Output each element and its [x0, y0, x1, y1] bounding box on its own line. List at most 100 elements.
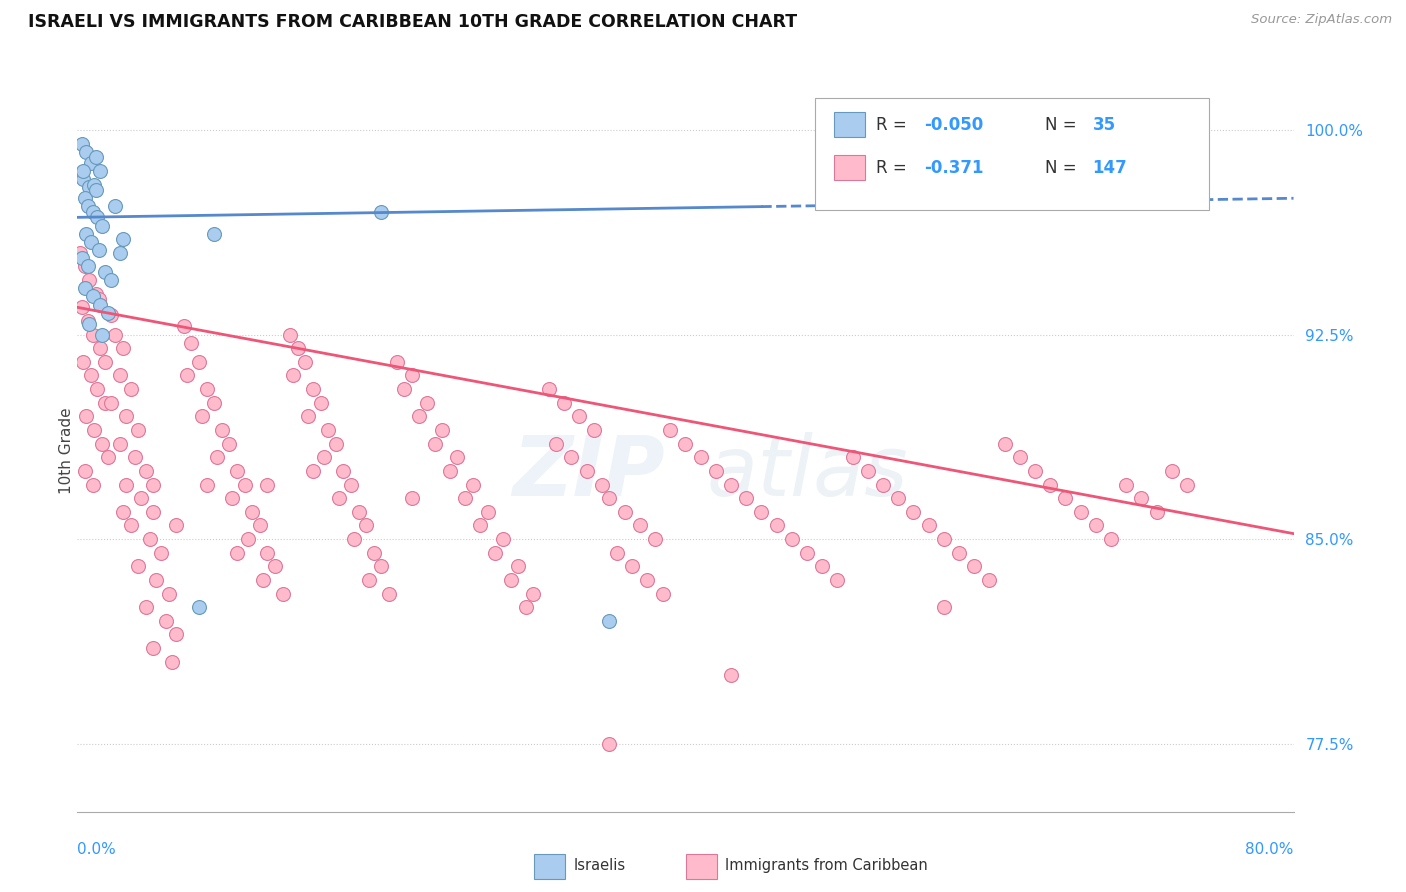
Text: R =: R = [876, 116, 912, 134]
Point [271, 586, 294, 600]
Point [651, 586, 673, 600]
Point [93, 355, 115, 369]
Point [401, 368, 423, 383]
Point [86, 211, 108, 225]
Point [918, 518, 941, 533]
Point [621, 559, 644, 574]
Point [173, 319, 195, 334]
Point [1130, 491, 1153, 505]
Point [347, 505, 370, 519]
Point [72, 164, 94, 178]
Point [108, 245, 131, 260]
Point [111, 505, 134, 519]
Point [392, 382, 415, 396]
Point [872, 477, 894, 491]
Point [79, 317, 101, 331]
Point [124, 450, 146, 465]
Point [553, 396, 575, 410]
Point [979, 573, 1001, 587]
Point [100, 309, 122, 323]
Point [72, 172, 94, 186]
Point [1115, 477, 1137, 491]
Point [202, 396, 225, 410]
Point [887, 491, 910, 505]
Point [628, 518, 651, 533]
Point [77, 199, 100, 213]
Point [97, 306, 120, 320]
Point [537, 382, 560, 396]
Point [363, 546, 385, 560]
Point [188, 600, 211, 615]
Text: 35: 35 [1092, 116, 1115, 134]
Point [948, 546, 970, 560]
Point [79, 180, 101, 194]
Point [249, 518, 271, 533]
Point [211, 423, 233, 437]
Point [354, 518, 377, 533]
Point [108, 436, 131, 450]
Point [100, 396, 122, 410]
Point [93, 265, 115, 279]
Point [278, 327, 301, 342]
Point [515, 600, 537, 615]
Point [470, 518, 492, 533]
Point [508, 559, 530, 574]
Point [97, 450, 120, 465]
Point [264, 559, 287, 574]
Point [83, 423, 105, 437]
Point [90, 219, 112, 233]
Point [157, 586, 180, 600]
Point [294, 355, 316, 369]
Point [583, 423, 606, 437]
Text: N =: N = [1045, 159, 1081, 177]
Point [932, 532, 955, 546]
Point [87, 292, 110, 306]
Point [115, 477, 138, 491]
Point [1008, 450, 1031, 465]
Point [120, 518, 142, 533]
Point [226, 546, 249, 560]
Point [332, 464, 354, 478]
Point [127, 423, 149, 437]
Text: ISRAELI VS IMMIGRANTS FROM CARIBBEAN 10TH GRADE CORRELATION CHART: ISRAELI VS IMMIGRANTS FROM CARIBBEAN 10T… [28, 13, 797, 31]
Text: 0.0%: 0.0% [77, 842, 117, 857]
Point [84, 183, 107, 197]
Point [598, 491, 620, 505]
Point [149, 546, 172, 560]
Point [385, 355, 408, 369]
Point [704, 464, 727, 478]
Point [252, 573, 274, 587]
Point [115, 409, 138, 424]
Point [73, 281, 96, 295]
Point [100, 273, 122, 287]
Point [90, 436, 112, 450]
Point [82, 289, 104, 303]
Text: Israelis: Israelis [574, 858, 626, 872]
Point [142, 641, 165, 656]
Point [73, 260, 96, 274]
Point [69, 245, 91, 260]
Point [591, 477, 613, 491]
Point [191, 409, 214, 424]
Point [963, 559, 986, 574]
Point [1039, 477, 1062, 491]
Point [461, 477, 484, 491]
Y-axis label: 10th Grade: 10th Grade [59, 407, 73, 494]
Point [165, 627, 187, 641]
Point [1175, 477, 1198, 491]
Point [325, 436, 347, 450]
Text: Source: ZipAtlas.com: Source: ZipAtlas.com [1251, 13, 1392, 27]
Point [72, 355, 94, 369]
Point [236, 532, 259, 546]
Point [111, 232, 134, 246]
Point [221, 491, 243, 505]
Text: N =: N = [1045, 116, 1081, 134]
Point [408, 409, 430, 424]
Point [218, 436, 240, 450]
Point [856, 464, 879, 478]
Point [720, 668, 742, 682]
Point [142, 477, 165, 491]
Point [401, 491, 423, 505]
Point [430, 423, 453, 437]
Point [675, 436, 697, 450]
